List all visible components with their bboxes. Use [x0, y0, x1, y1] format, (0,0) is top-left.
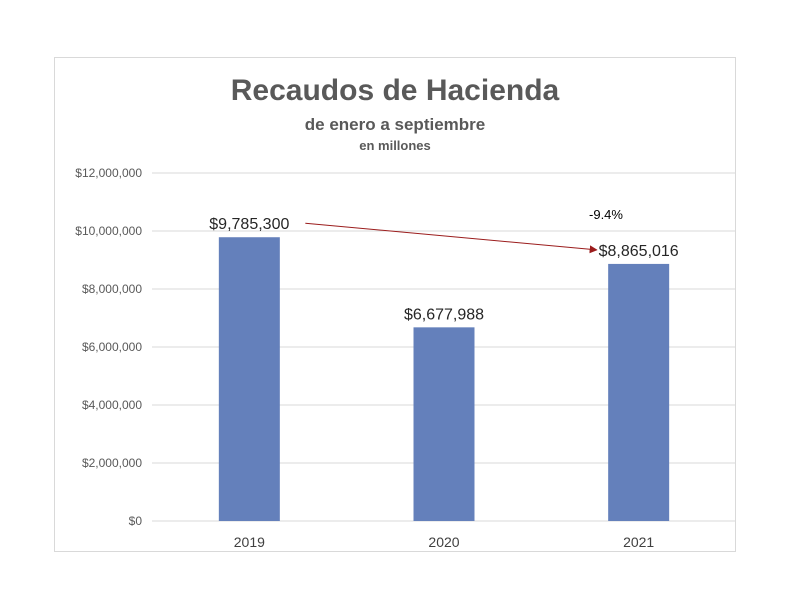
data-label-2021: $8,865,016	[599, 243, 679, 260]
change-annotation: -9.4%	[305, 207, 623, 254]
change-arrow	[305, 222, 598, 254]
y-tick-label: $0	[129, 514, 143, 528]
y-tick-label: $10,000,000	[75, 224, 142, 238]
chart-area	[54, 57, 736, 552]
chart-subtitle-units: en millones	[359, 138, 431, 153]
bar-2021	[608, 263, 670, 521]
chart-subtitle: de enero a septiembre	[305, 115, 485, 134]
x-tick-label: 2021	[623, 534, 654, 550]
bar-2020	[413, 327, 475, 521]
y-tick-label: $2,000,000	[82, 456, 142, 470]
change-percent-label: -9.4%	[589, 207, 623, 222]
y-axis-ticks: $0 $2,000,000 $4,000,000 $6,000,000 $8,000,0…	[75, 166, 142, 528]
y-tick-label: $8,000,000	[82, 282, 142, 296]
y-tick-label: $6,000,000	[82, 340, 142, 354]
y-tick-label: $12,000,000	[75, 166, 142, 180]
x-axis-ticks: 2019 2020 2021	[234, 534, 655, 550]
data-label-2020: $6,677,988	[404, 306, 484, 323]
y-tick-label: $4,000,000	[82, 398, 142, 412]
chart-title: Recaudos de Hacienda	[231, 74, 560, 107]
data-labels: $9,785,300 $6,677,988 $8,865,016	[209, 216, 679, 323]
data-label-2019: $9,785,300	[209, 216, 289, 233]
bars	[218, 237, 670, 521]
bar-2019	[218, 237, 280, 521]
x-tick-label: 2019	[234, 534, 265, 550]
x-tick-label: 2020	[428, 534, 459, 550]
